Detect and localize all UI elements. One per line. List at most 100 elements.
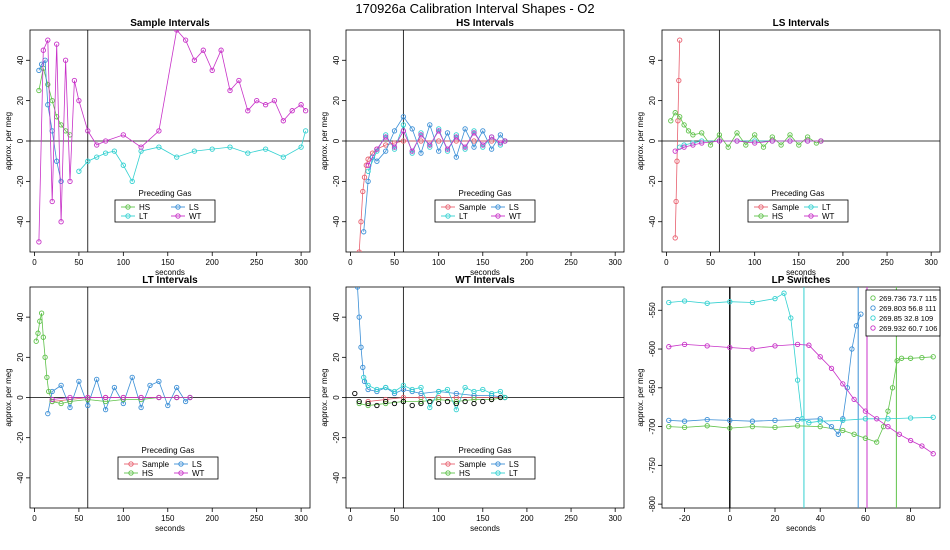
- hs-xtick-label: 50: [390, 258, 399, 267]
- wt-legend-label: HS: [459, 469, 470, 478]
- sample-point-lt: [156, 144, 162, 150]
- sample-point-lt: [191, 148, 198, 154]
- lp-point-hs: [727, 425, 733, 431]
- sample-point-wt: [271, 97, 278, 104]
- sample-ytick-label: -40: [16, 215, 25, 227]
- wt-xtick-label: 100: [432, 514, 446, 523]
- lp-point-lt: [681, 298, 688, 304]
- hs-legend-label: LT: [459, 212, 468, 221]
- hs-point-ls: [418, 150, 424, 156]
- wt-point-black: [391, 400, 398, 407]
- hs-point-sample: [400, 138, 407, 144]
- ls-point-sample: [672, 235, 678, 241]
- wt-point-lt: [418, 384, 424, 391]
- ls-point-hs: [699, 130, 705, 136]
- wt-legend-marker: [445, 461, 451, 467]
- lp-series-line-wt: [668, 343, 934, 455]
- lp-point-lt: [862, 416, 869, 422]
- ls-legend-label: WT: [822, 212, 835, 221]
- ls-series-line-sample: [674, 40, 681, 238]
- hs-ytick-label: -40: [332, 215, 341, 227]
- sample-point-wt: [182, 37, 189, 43]
- sample-ytick-label: 40: [16, 55, 25, 64]
- sample-point-wt: [227, 87, 233, 94]
- wt-point-lt: [383, 384, 389, 391]
- wt-legend-label: Sample: [459, 460, 487, 469]
- lt-series-line-hs: [35, 313, 190, 404]
- wt-point-black: [488, 396, 495, 403]
- sample-point-lt: [85, 158, 91, 164]
- hs-point-wt: [444, 146, 451, 152]
- lp-point-wt: [896, 431, 902, 437]
- hs-plot-area: [346, 30, 624, 252]
- sample-point-wt: [174, 30, 180, 33]
- page-title: 170926a Calibration Interval Shapes - O2: [355, 1, 595, 16]
- lt-point-hs: [33, 338, 39, 344]
- lp-point-lt: [817, 418, 823, 424]
- lp-xtick-label: 40: [816, 514, 825, 523]
- sample-ytick-label: 20: [16, 96, 25, 105]
- lt-xtick-label: 0: [32, 514, 37, 523]
- hs-point-lt: [400, 122, 407, 128]
- ls-legend-title: Preceding Gas: [772, 189, 825, 198]
- sample-point-lt: [111, 148, 118, 154]
- wt-title: WT Intervals: [455, 275, 515, 286]
- sample-point-hs: [49, 97, 55, 104]
- lp-point-ls: [704, 416, 710, 423]
- hs-point-sample: [360, 188, 366, 195]
- lt-point-wt: [174, 394, 180, 401]
- wt-point-hs: [383, 400, 389, 407]
- hs-xtick-label: 100: [432, 258, 446, 267]
- sample-point-lt: [76, 168, 82, 174]
- ls-point-hs: [796, 142, 802, 148]
- wt-panel: WT Intervals 0 50 100 150 200 250 300 -40 -20 0 20 4…: [320, 275, 625, 533]
- lt-point-hs: [46, 388, 52, 395]
- ls-legend-marker: [758, 213, 764, 219]
- sample-point-wt: [302, 108, 309, 114]
- hs-panel: HS Intervals 0 50 100 150 200 250 300 -40 -20 0 20 4…: [320, 18, 625, 277]
- sample-ytick-label: -20: [16, 175, 25, 187]
- lp-point-hs: [817, 423, 823, 430]
- lt-ylabel: approx. per meg: [4, 368, 13, 426]
- ls-xtick-label: 100: [748, 258, 762, 267]
- ls-series-line-wt: [675, 140, 821, 152]
- ls-point-hs: [787, 132, 793, 138]
- hs-series-line-wt: [367, 129, 506, 166]
- lp-point-ls: [727, 417, 733, 424]
- lt-legend-label: WT: [192, 469, 205, 478]
- lt-point-wt: [49, 396, 55, 403]
- wt-point-lt: [361, 374, 367, 381]
- wt-legend-marker: [495, 461, 501, 467]
- lp-plot-area: [666, 287, 936, 508]
- hs-series-line-sample: [358, 140, 505, 252]
- hs-point-sample: [471, 138, 477, 144]
- hs-point-sample: [358, 219, 364, 225]
- lt-point-hs: [42, 354, 48, 360]
- lp-point-hs: [889, 385, 896, 391]
- sample-point-lt: [174, 154, 180, 160]
- sample-point-wt: [138, 144, 144, 150]
- lt-point-wt: [156, 394, 162, 401]
- lt-point-ls: [156, 378, 162, 385]
- sample-legend-label: LT: [139, 212, 148, 221]
- lt-xtick-label: 50: [74, 514, 83, 523]
- lp-point-lt: [885, 416, 891, 422]
- lp-point-lt: [666, 299, 672, 306]
- lt-point-ls: [49, 388, 55, 395]
- hs-point-ls: [488, 146, 495, 152]
- wt-point-black: [436, 400, 442, 407]
- ls-xlabel: seconds: [786, 268, 816, 277]
- wt-point-lt: [488, 390, 495, 397]
- ls-ytick-label: -40: [648, 215, 657, 227]
- wt-point-lt: [497, 388, 504, 395]
- ls-point-sample: [677, 37, 683, 43]
- hs-point-wt: [488, 134, 495, 140]
- wt-legend-label: LS: [509, 460, 519, 469]
- lp-ytick-label: -550: [648, 302, 657, 319]
- lp-point-hs: [749, 423, 756, 430]
- sample-point-ls: [45, 102, 51, 108]
- lp-point-lt: [772, 295, 778, 302]
- sample-point-wt: [280, 118, 286, 124]
